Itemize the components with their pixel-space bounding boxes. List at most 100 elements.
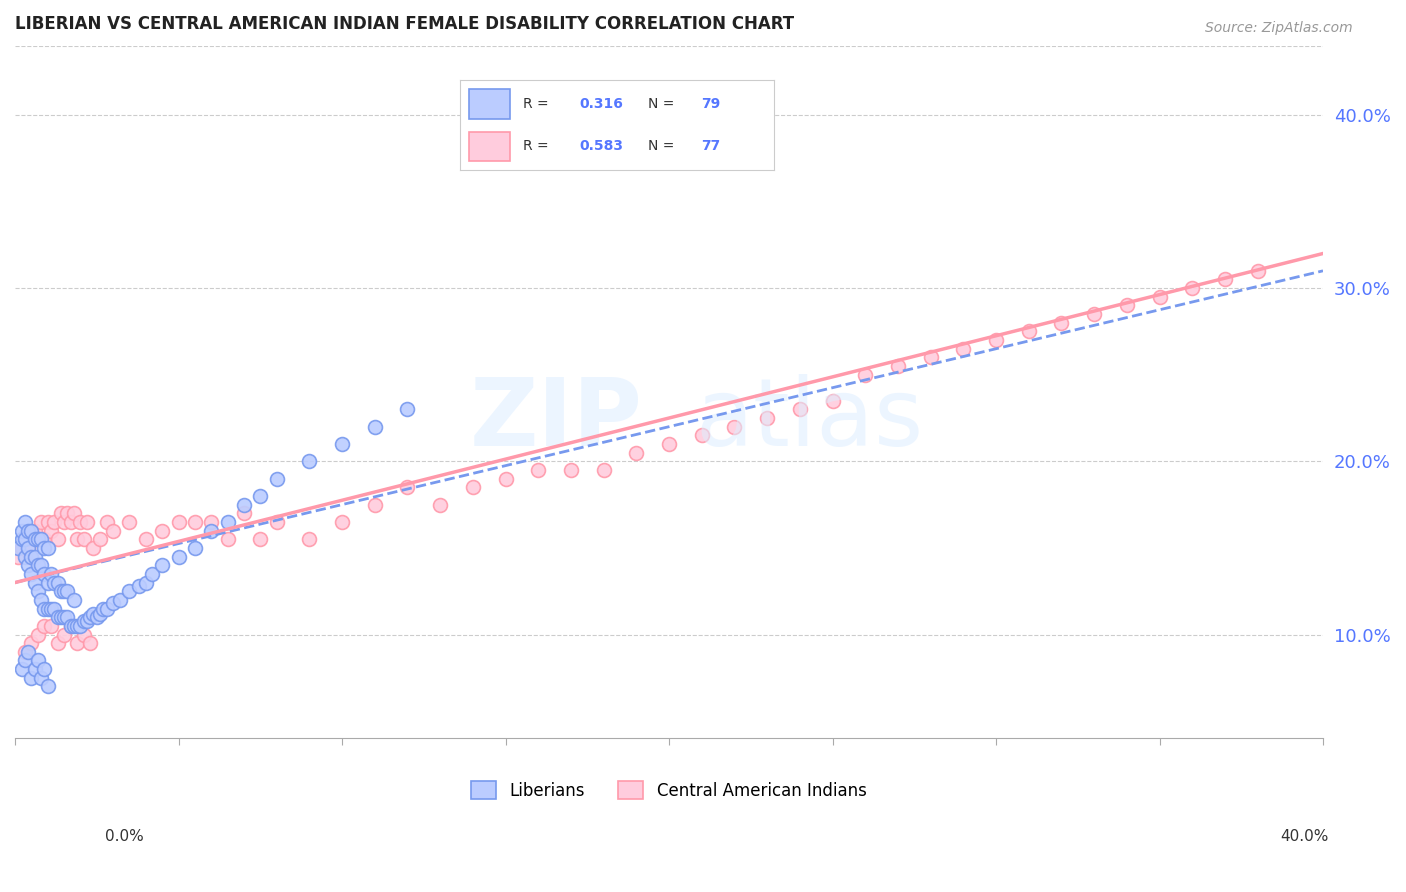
Point	[200, 515, 222, 529]
Point	[24, 575, 46, 590]
Point	[89, 607, 111, 621]
Point	[53, 610, 76, 624]
Point	[266, 515, 288, 529]
Point	[330, 437, 353, 451]
Point	[20, 566, 42, 581]
Point	[14, 653, 37, 667]
Legend: Liberians, Central American Indians: Liberians, Central American Indians	[464, 775, 873, 806]
Point	[44, 601, 66, 615]
Point	[34, 541, 56, 555]
Point	[200, 524, 222, 538]
Point	[76, 515, 98, 529]
Point	[66, 619, 89, 633]
Point	[626, 445, 648, 459]
Point	[17, 645, 39, 659]
Point	[69, 619, 91, 633]
Point	[37, 601, 59, 615]
Point	[266, 472, 288, 486]
Point	[79, 636, 101, 650]
Point	[298, 454, 321, 468]
Point	[59, 515, 82, 529]
Point	[853, 368, 876, 382]
Point	[364, 419, 387, 434]
Point	[37, 541, 59, 555]
Point	[184, 541, 207, 555]
Point	[24, 524, 46, 538]
Point	[920, 351, 942, 365]
Point	[14, 645, 37, 659]
Point	[527, 463, 550, 477]
Point	[89, 533, 111, 547]
Point	[27, 533, 49, 547]
Point	[53, 584, 76, 599]
Point	[39, 601, 62, 615]
Point	[59, 619, 82, 633]
Point	[56, 506, 79, 520]
Point	[887, 359, 910, 373]
Point	[27, 653, 49, 667]
Point	[39, 566, 62, 581]
Point	[217, 515, 239, 529]
Point	[461, 480, 484, 494]
Point	[1181, 281, 1204, 295]
Point	[14, 533, 37, 547]
Point	[17, 541, 39, 555]
Point	[14, 515, 37, 529]
Text: LIBERIAN VS CENTRAL AMERICAN INDIAN FEMALE DISABILITY CORRELATION CHART: LIBERIAN VS CENTRAL AMERICAN INDIAN FEMA…	[15, 15, 794, 33]
Point	[495, 472, 517, 486]
Point	[76, 614, 98, 628]
Point	[1115, 298, 1137, 312]
Text: Source: ZipAtlas.com: Source: ZipAtlas.com	[1205, 21, 1353, 35]
Point	[46, 575, 69, 590]
Point	[27, 533, 49, 547]
Point	[128, 579, 150, 593]
Point	[49, 610, 72, 624]
Point	[53, 627, 76, 641]
Point	[86, 610, 108, 624]
Point	[96, 601, 118, 615]
Point	[30, 558, 52, 573]
Point	[167, 549, 190, 564]
Point	[1213, 272, 1236, 286]
Point	[7, 541, 30, 555]
Point	[330, 515, 353, 529]
Point	[46, 533, 69, 547]
Point	[37, 575, 59, 590]
Point	[34, 619, 56, 633]
Point	[34, 533, 56, 547]
Point	[1083, 307, 1105, 321]
Point	[396, 402, 419, 417]
Point	[30, 671, 52, 685]
Point	[17, 558, 39, 573]
Point	[73, 533, 96, 547]
Point	[560, 463, 582, 477]
Point	[14, 533, 37, 547]
Point	[1018, 325, 1040, 339]
Point	[66, 636, 89, 650]
Point	[150, 558, 173, 573]
Point	[141, 566, 163, 581]
Text: 40.0%: 40.0%	[1281, 830, 1329, 844]
Point	[30, 593, 52, 607]
Point	[249, 533, 271, 547]
Point	[789, 402, 811, 417]
Point	[63, 619, 86, 633]
Point	[24, 662, 46, 676]
Point	[821, 393, 844, 408]
Point	[39, 524, 62, 538]
Point	[53, 515, 76, 529]
Point	[249, 489, 271, 503]
Point	[135, 575, 157, 590]
Point	[34, 662, 56, 676]
Point	[59, 619, 82, 633]
Point	[44, 515, 66, 529]
Point	[24, 549, 46, 564]
Point	[232, 498, 254, 512]
Point	[592, 463, 614, 477]
Point	[79, 610, 101, 624]
Point	[429, 498, 451, 512]
Point	[30, 515, 52, 529]
Point	[69, 515, 91, 529]
Text: 0.0%: 0.0%	[105, 830, 145, 844]
Point	[49, 584, 72, 599]
